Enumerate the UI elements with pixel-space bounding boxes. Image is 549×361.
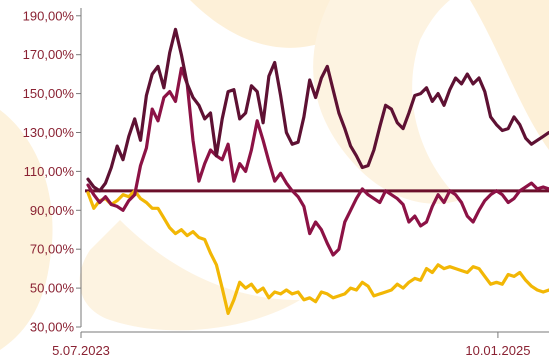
series-line-3: [86, 189, 549, 315]
y-tick-label: 190,00%: [23, 8, 75, 23]
watermark-background: [0, 0, 549, 350]
y-tick-label: 150,00%: [23, 86, 75, 101]
y-tick-label: 170,00%: [23, 47, 75, 62]
y-tick-label: 90,00%: [30, 203, 75, 218]
series-line-1: [86, 27, 549, 193]
y-tick-label: 110,00%: [24, 164, 75, 179]
x-tick-label: 10.01.2025: [465, 343, 530, 358]
axes-group: 30,00% 50,00% 70,00% 90,00% 110,00% 130,00% 15…: [23, 8, 549, 358]
series-line-2: [86, 66, 549, 257]
y-tick-label: 130,00%: [23, 125, 75, 140]
series-group: [85, 27, 549, 315]
x-tick-label: 5.07.2023: [52, 343, 110, 358]
y-tick-label: 50,00%: [30, 281, 75, 296]
y-tick-label: 70,00%: [30, 242, 75, 257]
y-tick-label: 30,00%: [30, 320, 75, 335]
